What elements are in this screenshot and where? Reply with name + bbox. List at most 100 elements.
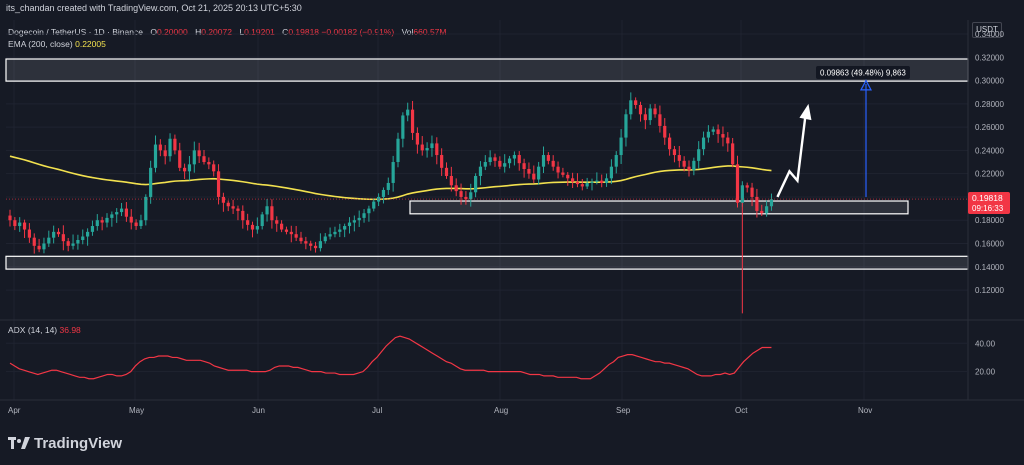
candle-body [619, 137, 623, 156]
candle-body [537, 166, 541, 180]
month-label-jul: Jul [372, 406, 382, 415]
month-label-sep: Sep [616, 406, 631, 415]
adx-tick-label: 20.00 [975, 368, 996, 377]
candle-body [158, 144, 162, 151]
candle [643, 107, 647, 130]
candle-body [546, 155, 550, 161]
price-tick-label: 0.28000 [975, 100, 1004, 109]
candle [483, 155, 487, 171]
volume-label: Vol [401, 27, 414, 37]
symbol-name[interactable]: Dogecoin / TetherUS · 1D · Binance [8, 27, 143, 37]
candle [124, 202, 128, 222]
candle-body [600, 180, 604, 183]
candle [183, 163, 187, 180]
candle-body [571, 178, 575, 182]
candle [173, 134, 177, 155]
candle-body [338, 229, 342, 232]
candle [692, 157, 696, 176]
candle [469, 183, 473, 207]
zones [5, 58, 969, 270]
candle-body [401, 115, 405, 139]
ema-path [9, 155, 772, 201]
candle-body [658, 114, 662, 126]
price-tick-label: 0.22000 [975, 170, 1004, 179]
candle-body [76, 240, 80, 244]
high-label: H [195, 27, 202, 37]
candle-body [52, 231, 56, 238]
candle [706, 125, 710, 143]
candle-body [226, 202, 230, 207]
candle-body [469, 192, 473, 200]
candle-body [556, 166, 560, 173]
candle [309, 240, 313, 251]
candle [425, 142, 429, 158]
candle [367, 205, 371, 222]
candle [139, 214, 143, 229]
candle-body [769, 199, 774, 207]
candle [343, 223, 347, 238]
candle-body [255, 226, 259, 230]
projection-arrow [776, 115, 807, 198]
candle [255, 217, 259, 234]
candle [236, 205, 240, 221]
candle [493, 153, 497, 167]
candle-body [284, 229, 289, 232]
month-label-jun: Jun [252, 406, 265, 415]
price-tag-box [968, 192, 1010, 215]
candle [52, 225, 56, 244]
candle [541, 146, 546, 173]
candle [537, 161, 541, 185]
candle-body [488, 157, 492, 163]
high-value: 0.20072 [201, 27, 232, 37]
currency-button[interactable]: USDT [972, 22, 1002, 38]
candle [522, 158, 526, 178]
candle [18, 217, 22, 232]
candle-body [367, 208, 371, 214]
candle-body [178, 150, 182, 168]
candle [105, 213, 109, 228]
tradingview-logo[interactable]: TradingView [8, 435, 122, 452]
candle [449, 166, 453, 192]
ema-legend[interactable]: EMA (200, close) 0.22005 [8, 39, 106, 49]
candle-body [212, 164, 216, 172]
candle [566, 172, 570, 186]
candle-body [134, 222, 138, 227]
candle-body [313, 245, 318, 249]
symbol-legend: Dogecoin / TetherUS · 1D · Binance O0.20… [8, 27, 447, 37]
adx-legend[interactable]: ADX (14, 14) 36.98 [8, 325, 81, 335]
candle-body [604, 178, 609, 183]
candle-body [149, 167, 153, 197]
candle [658, 105, 662, 133]
candle-body [735, 164, 740, 203]
candle-body [105, 217, 109, 223]
candle-body [95, 220, 99, 227]
candle [478, 161, 483, 186]
low-label: L [239, 27, 245, 37]
candle [735, 155, 740, 208]
candle-body [139, 220, 143, 227]
candle [61, 225, 65, 251]
candle [595, 172, 599, 185]
candle-body [32, 237, 36, 246]
candle-body [318, 241, 322, 249]
candle [697, 141, 701, 169]
candle [624, 109, 628, 147]
candle [503, 154, 507, 173]
candle-body [672, 149, 677, 156]
candle [561, 167, 565, 178]
candle-body [71, 243, 75, 246]
candle [406, 102, 410, 122]
candle-body [333, 231, 337, 235]
candle [86, 228, 90, 246]
candle-body [459, 191, 463, 197]
candle [396, 132, 400, 168]
candle [604, 173, 609, 187]
candle-body [216, 171, 221, 197]
candle-body [415, 132, 419, 145]
candle-body [629, 100, 633, 115]
candle [338, 223, 342, 238]
candle-body [609, 166, 613, 179]
candle-body [532, 173, 536, 180]
candle-body [187, 164, 192, 172]
